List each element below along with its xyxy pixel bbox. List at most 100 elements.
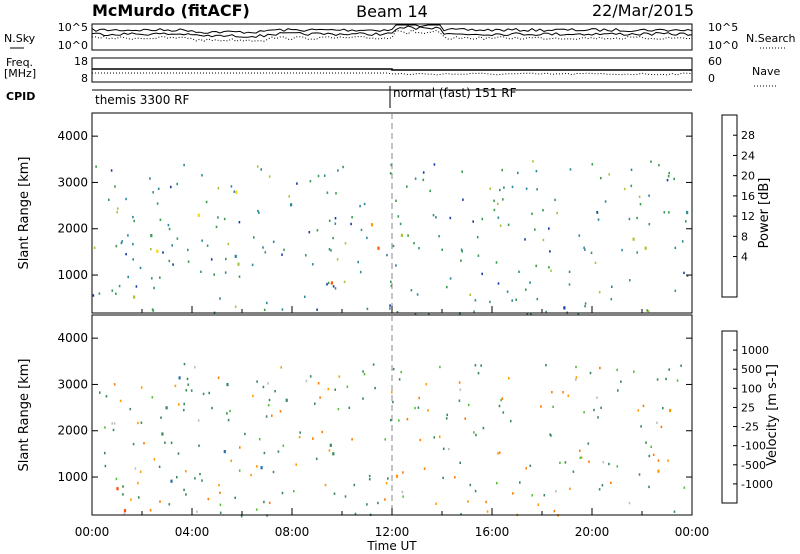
power-cell — [257, 209, 259, 213]
power-cell — [132, 258, 134, 261]
power-cell — [630, 168, 633, 171]
velocity-cell — [638, 473, 641, 476]
power-cell — [422, 178, 425, 182]
velocity-cell — [467, 500, 469, 503]
velocity-cell — [190, 389, 193, 392]
velocity-cell — [140, 386, 143, 389]
velocity-cell — [425, 383, 428, 386]
power-cell — [230, 185, 233, 188]
power-cell — [152, 191, 154, 194]
power-cell — [151, 308, 154, 311]
power-cell — [309, 180, 312, 183]
power-cell — [225, 257, 227, 261]
velocity-cell — [572, 470, 575, 473]
power-cell — [390, 280, 392, 283]
velocity-cell — [279, 410, 282, 413]
velocity-cell — [363, 373, 366, 376]
velocity-cell — [423, 467, 426, 470]
power-cell — [326, 191, 329, 194]
power-cell — [477, 254, 480, 257]
velocity-cell — [333, 492, 336, 495]
power-cell — [462, 198, 464, 201]
power-cell — [156, 249, 159, 253]
velocity-cell — [274, 390, 276, 393]
power-cell — [410, 289, 413, 292]
velocity-cell — [137, 421, 139, 425]
power-cell — [268, 175, 271, 178]
power-ytick-label: 3000 — [57, 175, 88, 189]
velocity-cell — [161, 432, 164, 436]
velocity-cell — [384, 498, 386, 501]
velocity-cell — [185, 470, 187, 473]
power-cell — [554, 198, 556, 202]
power-cell — [234, 305, 237, 308]
power-cell — [115, 244, 118, 248]
velocity-cell — [648, 454, 651, 458]
velocity-cell — [338, 375, 341, 378]
power-cell — [330, 249, 332, 252]
velocity-cell — [99, 391, 101, 394]
velocity-cell — [129, 407, 132, 411]
velocity-cell — [540, 405, 542, 408]
power-cell — [168, 259, 171, 263]
power-cell — [162, 251, 164, 254]
velocity-colorbar-tick-label: 25 — [741, 401, 755, 414]
power-cell — [549, 250, 551, 253]
power-cell — [390, 163, 392, 167]
power-cell — [648, 194, 650, 197]
velocity-cell — [113, 422, 116, 425]
power-cell — [217, 216, 219, 219]
velocity-cell — [219, 491, 221, 494]
power-cell — [525, 187, 528, 190]
power-ytick-label: 1000 — [57, 268, 88, 282]
time-tick-label: 04:00 — [175, 525, 210, 539]
velocity-cell — [459, 461, 461, 464]
power-cell — [506, 290, 509, 293]
power-cell — [337, 169, 339, 172]
velocity-cell — [219, 511, 222, 514]
velocity-cell — [599, 366, 601, 370]
power-cell — [429, 189, 431, 193]
power-cell — [683, 271, 685, 275]
noise-trace — [91, 29, 693, 42]
velocity-cell — [588, 460, 590, 463]
power-cell — [397, 215, 400, 218]
power-cell — [296, 182, 298, 185]
power-cell — [556, 211, 558, 215]
velocity-cell — [280, 366, 282, 369]
power-colorbar-tick-label: 4 — [741, 251, 748, 264]
power-cell — [489, 187, 491, 190]
velocity-cell — [119, 399, 122, 403]
velocity-cell — [185, 389, 188, 392]
velocity-cell — [115, 477, 118, 481]
power-cell — [108, 198, 110, 201]
power-cell — [563, 306, 566, 310]
velocity-cell — [580, 456, 583, 459]
velocity-cell — [309, 375, 312, 378]
velocity-cell — [433, 436, 436, 439]
power-cell — [238, 221, 241, 224]
power-cell — [501, 168, 503, 172]
velocity-cell — [122, 493, 124, 496]
power-cell — [389, 307, 391, 310]
power-cell — [223, 217, 226, 221]
power-cell — [327, 281, 330, 285]
velocity-cell — [185, 493, 187, 496]
velocity-cell — [579, 456, 582, 459]
power-cell — [663, 211, 666, 214]
velocity-cell — [537, 503, 540, 506]
power-cell — [530, 313, 532, 316]
velocity-cell — [277, 450, 280, 453]
power-cell — [638, 195, 641, 198]
power-colorbar-tick-label: 12 — [741, 210, 755, 223]
power-colorbar-label: Power [dB] — [757, 178, 772, 249]
power-cell — [115, 292, 117, 295]
velocity-cell — [112, 428, 115, 432]
power-cell — [686, 274, 689, 277]
velocity-cell — [589, 371, 592, 375]
velocity-cell — [328, 449, 331, 452]
power-cell — [658, 164, 660, 167]
station-title: McMurdo (fitACF) — [92, 1, 250, 20]
velocity-cell — [116, 487, 119, 491]
power-cell — [127, 275, 129, 279]
